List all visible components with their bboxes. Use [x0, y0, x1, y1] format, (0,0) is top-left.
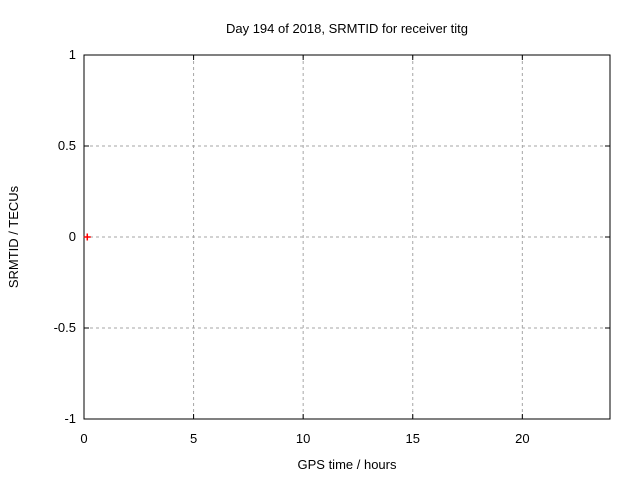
- x-tick-label: 0: [80, 431, 87, 446]
- axes-layer: 0 5 10 15 20 -1 -0.5 0 0.5 1: [54, 47, 611, 446]
- data-layer: [83, 233, 91, 241]
- x-tick-label: 5: [190, 431, 197, 446]
- chart-title: Day 194 of 2018, SRMTID for receiver tit…: [226, 21, 468, 36]
- data-point-marker: [83, 233, 91, 241]
- y-tick-label: -1: [64, 411, 76, 426]
- y-axis-label: SRMTID / TECUs: [6, 185, 21, 288]
- y-tick-label: 0.5: [58, 138, 76, 153]
- y-tick-label: -0.5: [54, 320, 76, 335]
- y-tick-label: 0: [69, 229, 76, 244]
- x-tick-label: 20: [515, 431, 529, 446]
- x-axis-label: GPS time / hours: [298, 457, 397, 472]
- y-tick-label: 1: [69, 47, 76, 62]
- x-tick-label: 10: [296, 431, 310, 446]
- grid-layer: [84, 55, 610, 419]
- x-tick-label: 15: [406, 431, 420, 446]
